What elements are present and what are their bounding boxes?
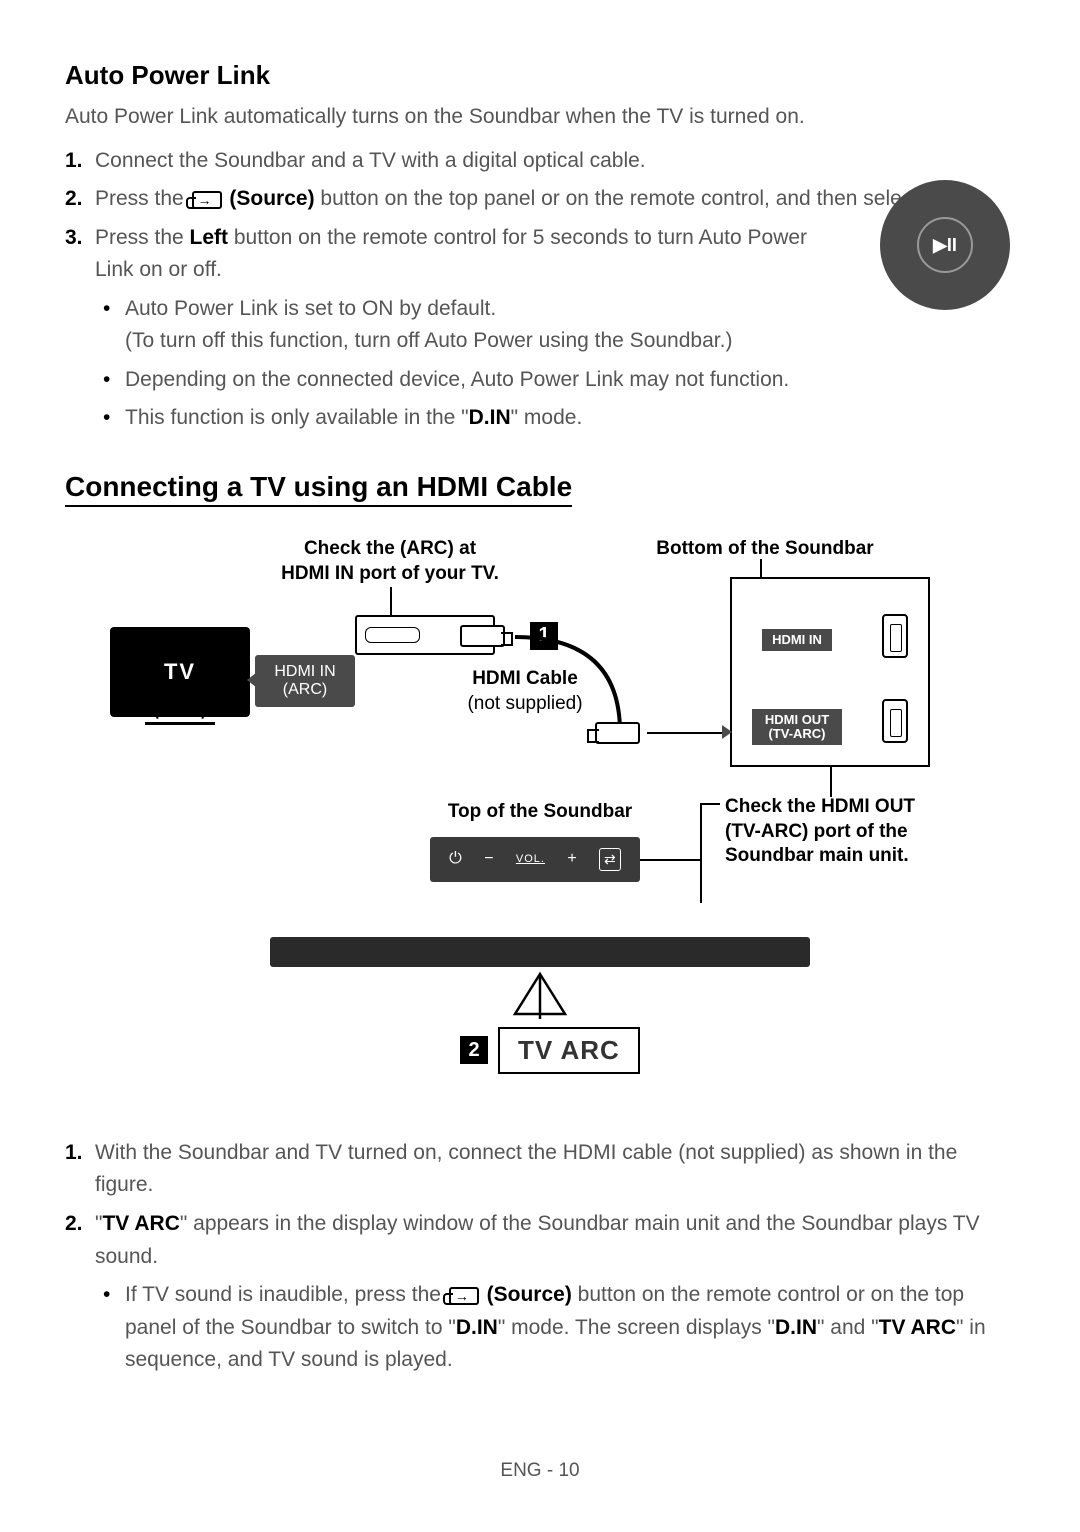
step-2: 2. Press the (Source) button on the top … bbox=[95, 183, 1015, 216]
label-top-soundbar: Top of the Soundbar bbox=[440, 800, 640, 825]
s3-bc: " mode. The screen displays " bbox=[498, 1316, 775, 1339]
step-3-left: Left bbox=[190, 226, 229, 249]
intro-text: Auto Power Link automatically turns on t… bbox=[65, 101, 1015, 133]
source-button-icon: ⇄ bbox=[599, 848, 621, 871]
soundbar-front bbox=[270, 937, 810, 967]
bullet-3-din: D.IN bbox=[469, 406, 511, 429]
tvarc-display: 2 TV ARC bbox=[460, 1027, 640, 1074]
callout-line bbox=[640, 859, 700, 861]
soundbar-back-panel: HDMI IN HDMI OUT (TV-ARC) bbox=[730, 577, 930, 767]
port-hdmi-in bbox=[882, 614, 908, 658]
steps-list-1: 1.Connect the Soundbar and a TV with a d… bbox=[65, 145, 1015, 435]
bullet-2: Depending on the connected device, Auto … bbox=[125, 364, 835, 397]
callout-line bbox=[700, 803, 720, 805]
s3-step-1: 1.With the Soundbar and TV turned on, co… bbox=[95, 1137, 1015, 1202]
s3-bd: " and " bbox=[817, 1316, 879, 1339]
port-dots bbox=[365, 627, 420, 643]
bullet-1: Auto Power Link is set to ON by default.… bbox=[125, 293, 835, 358]
s3-step-1-text: With the Soundbar and TV turned on, conn… bbox=[95, 1141, 957, 1197]
label-check-arc: Check the (ARC) at HDMI IN port of your … bbox=[280, 537, 500, 586]
s3-b-din: D.IN bbox=[456, 1316, 498, 1339]
arrow-left bbox=[247, 672, 257, 688]
s3-b-src: (Source) bbox=[481, 1283, 572, 1306]
vol-plus: + bbox=[567, 850, 576, 868]
tvarc-label: TV ARC bbox=[498, 1027, 640, 1074]
tv-graphic: TV bbox=[110, 627, 250, 717]
s3-b-tvarc: TV ARC bbox=[879, 1316, 956, 1339]
heading-hdmi: Connecting a TV using an HDMI Cable bbox=[65, 471, 572, 507]
port-hdmi-out bbox=[882, 699, 908, 743]
page-footer: ENG - 10 bbox=[0, 1460, 1080, 1482]
hdmi-out-1: HDMI OUT bbox=[765, 712, 829, 727]
cable-connector-left bbox=[460, 625, 505, 647]
step-1: 1.Connect the Soundbar and a TV with a d… bbox=[95, 145, 1015, 178]
port-label-hdmi-out: HDMI OUT (TV-ARC) bbox=[752, 709, 842, 746]
soundbar-top-panel: ⏻ − VOL. + ⇄ bbox=[430, 837, 640, 882]
step-1-text: Connect the Soundbar and a TV with a dig… bbox=[95, 149, 646, 172]
step-2-text-b: button on the top panel or on the remote… bbox=[315, 187, 932, 210]
remote-outer-ring: ▶II bbox=[880, 180, 1010, 310]
s3-ba: If TV sound is inaudible, press the bbox=[125, 1283, 447, 1306]
port-label-hdmi-in: HDMI IN bbox=[762, 629, 832, 651]
remote-center-button: ▶II bbox=[917, 217, 973, 273]
bullet-3: This function is only available in the "… bbox=[125, 402, 835, 435]
play-pause-icon: ▶II bbox=[933, 235, 957, 256]
remote-control-graphic: ▶II bbox=[880, 180, 1010, 310]
steps-list-2: 1.With the Soundbar and TV turned on, co… bbox=[65, 1137, 1015, 1377]
callout-line bbox=[390, 587, 392, 615]
vol-minus: − bbox=[484, 850, 493, 868]
hdmi-out-2: (TV-ARC) bbox=[768, 726, 825, 741]
bullet-3a: This function is only available in the " bbox=[125, 406, 469, 429]
step-2-source: (Source) bbox=[224, 187, 315, 210]
s3-2-tvarc: TV ARC bbox=[102, 1212, 179, 1235]
step-badge-2: 2 bbox=[460, 1036, 488, 1064]
connection-diagram: Check the (ARC) at HDMI IN port of your … bbox=[90, 537, 990, 1097]
bullet-1a: Auto Power Link is set to ON by default. bbox=[125, 297, 496, 320]
s3-bullet: If TV sound is inaudible, press the (Sou… bbox=[125, 1279, 1015, 1377]
up-arrow bbox=[510, 969, 570, 1024]
s3-2b: " appears in the display window of the S… bbox=[95, 1212, 980, 1268]
callout-line bbox=[830, 767, 832, 797]
step-3-text-a: Press the bbox=[95, 226, 190, 249]
label-bottom-soundbar: Bottom of the Soundbar bbox=[640, 537, 890, 562]
s3-sub-bullets: If TV sound is inaudible, press the (Sou… bbox=[95, 1279, 1015, 1377]
source-icon bbox=[449, 1287, 479, 1305]
tv-stand bbox=[145, 717, 215, 725]
hdmi-in-arc-label: HDMI IN (ARC) bbox=[255, 655, 355, 707]
hdmi-arc-text: (ARC) bbox=[283, 681, 327, 699]
label-check-hdmi-out: Check the HDMI OUT (TV-ARC) port of the … bbox=[725, 795, 945, 869]
step-2-text-a: Press the bbox=[95, 187, 190, 210]
callout-line bbox=[700, 803, 702, 903]
heading-auto-power-link: Auto Power Link bbox=[65, 60, 1015, 91]
hdmi-in-text: HDMI IN bbox=[274, 663, 335, 681]
s3-b-din2: D.IN bbox=[775, 1316, 817, 1339]
cable-connector-right bbox=[595, 722, 640, 744]
bullet-3b: " mode. bbox=[511, 406, 583, 429]
sub-bullets: Auto Power Link is set to ON by default.… bbox=[95, 293, 835, 435]
power-icon: ⏻ bbox=[449, 850, 462, 868]
callout-line bbox=[760, 559, 762, 577]
source-icon bbox=[192, 191, 222, 209]
bullet-1b: (To turn off this function, turn off Aut… bbox=[125, 329, 732, 352]
step-3: 3. Press the Left button on the remote c… bbox=[95, 222, 1015, 435]
vol-label: VOL. bbox=[516, 853, 545, 865]
cable-line bbox=[647, 732, 729, 734]
tv-label: TV bbox=[164, 659, 196, 685]
s3-step-2: 2. "TV ARC" appears in the display windo… bbox=[95, 1208, 1015, 1377]
arrow-right bbox=[722, 725, 732, 739]
